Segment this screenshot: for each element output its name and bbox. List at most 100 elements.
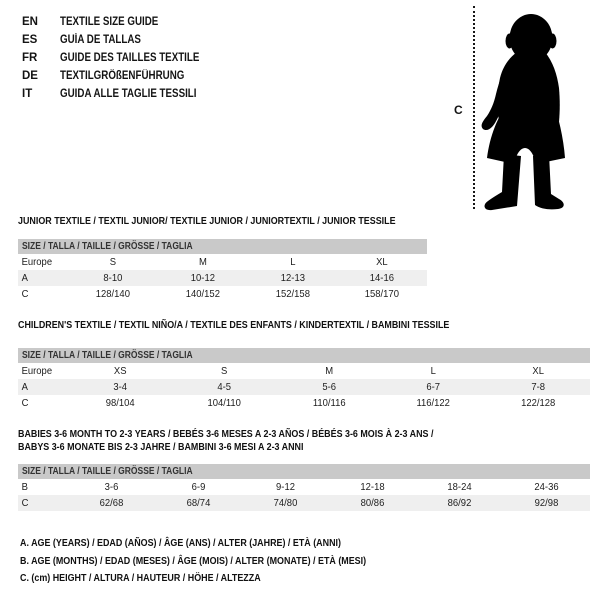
table-row: A 8-10 10-12 12-13 14-16 [18,270,427,286]
section-title-text: BABYS 3-6 MONATE BIS 2-3 JAHRE / BAMBINI… [18,441,304,453]
section-title-line2: BABYS 3-6 MONATE BIS 2-3 JAHRE / BAMBINI… [18,441,590,454]
babies-size-table: SIZE / TALLA / TAILLE / GRÖSSE / TAGLIA … [18,464,590,511]
table-row: C 62/68 68/74 74/80 80/86 86/92 92/98 [18,495,590,511]
table-size-header: SIZE / TALLA / TAILLE / GRÖSSE / TAGLIA [18,348,590,363]
table-row: C 98/104 104/110 110/116 116/122 122/128 [18,395,590,411]
table-size-header-text: SIZE / TALLA / TAILLE / GRÖSSE / TAGLIA [22,241,193,252]
row-label: A [21,381,28,393]
cell-value: 74/80 [273,497,298,509]
cell-value: 116/122 [416,397,451,409]
childrens-size-table: SIZE / TALLA / TAILLE / GRÖSSE / TAGLIA … [18,348,590,411]
language-title: GUIDE DES TAILLES TEXTILE [60,52,200,64]
cell-value: 24-36 [534,481,559,493]
cell-value: S [221,365,228,377]
section-title-text: JUNIOR TEXTILE / TEXTIL JUNIOR/ TEXTILE … [18,215,396,227]
language-code: EN [22,16,38,28]
footnotes: A. AGE (YEARS) / EDAD (AÑOS) / ÂGE (ANS)… [20,535,427,588]
row-label: B [21,481,28,493]
section-title: BABIES 3-6 MONTH TO 2-3 YEARS / BEBÉS 3-… [18,428,590,441]
cell-value: 80/86 [360,497,385,509]
cell-value: 9-12 [276,481,295,493]
language-row: EN TEXTILE SIZE GUIDE [22,13,224,31]
table-row: Europe XS S M L XL [18,363,590,379]
table-row: B 3-6 6-9 9-12 12-18 18-24 24-36 [18,479,590,495]
cell-value: XL [532,365,544,377]
baby-silhouette-icon [481,14,565,211]
cell-value: 128/140 [95,288,130,300]
cell-value: 158/170 [365,288,400,300]
cell-value: XL [376,256,388,268]
language-guide-header: EN TEXTILE SIZE GUIDE ES GUÍA DE TALLAS … [22,13,224,103]
footnote-c: C. (cm) HEIGHT / ALTURA / HAUTEUR / HÖHE… [20,570,427,588]
cell-value: 3-4 [113,381,128,393]
language-row: ES GUÍA DE TALLAS [22,31,224,49]
height-measure-line [473,6,475,209]
language-row: IT GUIDA ALLE TAGLIE TESSILI [22,85,224,103]
table-size-header-text: SIZE / TALLA / TAILLE / GRÖSSE / TAGLIA [22,466,193,477]
cell-value: 7-8 [530,381,545,393]
cell-value: 4-5 [217,381,232,393]
junior-textile-section: JUNIOR TEXTILE / TEXTIL JUNIOR/ TEXTILE … [18,215,427,302]
cell-value: 3-6 [104,481,119,493]
baby-height-figure: C [440,4,598,214]
cell-value: 10-12 [190,272,215,284]
table-size-header: SIZE / TALLA / TAILLE / GRÖSSE / TAGLIA [18,464,590,479]
height-measure-label: C [454,103,463,117]
cell-value: L [289,256,296,268]
footnote-text: B. AGE (MONTHS) / EDAD (MESES) / ÂGE (MO… [20,554,367,567]
cell-value: S [109,256,117,268]
cell-value: 104/110 [207,397,242,409]
cell-value: 86/92 [447,497,472,509]
section-title-text: BABIES 3-6 MONTH TO 2-3 YEARS / BEBÉS 3-… [18,428,434,440]
row-label: A [21,272,28,284]
language-title: GUÍA DE TALLAS [60,34,141,46]
table-rows: Europe S M L XL A 8-10 10-12 12-13 14-16 C 128/140 1… [18,254,427,302]
footnote-a: A. AGE (YEARS) / EDAD (AÑOS) / ÂGE (ANS)… [20,535,427,553]
row-label: C [21,497,29,509]
section-title: JUNIOR TEXTILE / TEXTIL JUNIOR/ TEXTILE … [18,215,427,228]
language-title: TEXTILGRÖßENFÜHRUNG [60,70,185,82]
cell-value: 68/74 [186,497,211,509]
cell-value: 12-18 [360,481,385,493]
cell-value: 14-16 [370,272,395,284]
language-code: DE [22,70,38,82]
row-label: Europe [21,256,53,268]
table-row: Europe S M L XL [18,254,427,270]
cell-value: 8-10 [103,272,123,284]
babies-textile-section: BABIES 3-6 MONTH TO 2-3 YEARS / BEBÉS 3-… [18,428,590,511]
cell-value: 122/128 [520,397,555,409]
language-title: TEXTILE SIZE GUIDE [60,16,159,28]
table-size-header-text: SIZE / TALLA / TAILLE / GRÖSSE / TAGLIA [22,350,193,361]
cell-value: XS [113,365,127,377]
cell-value: 110/116 [312,397,346,409]
table-row: C 128/140 140/152 152/158 158/170 [18,286,427,302]
childrens-textile-section: CHILDREN'S TEXTILE / TEXTIL NIÑO/A / TEX… [18,319,590,411]
cell-value: 140/152 [185,288,220,300]
language-row: FR GUIDE DES TAILLES TEXTILE [22,49,224,67]
table-size-header: SIZE / TALLA / TAILLE / GRÖSSE / TAGLIA [18,239,427,254]
cell-value: 152/158 [275,288,310,300]
cell-value: L [430,365,437,377]
section-title-text: CHILDREN'S TEXTILE / TEXTIL NIÑO/A / TEX… [18,319,450,331]
cell-value: M [198,256,207,268]
table-rows: Europe XS S M L XL A 3-4 4-5 5-6 6-7 7-8 C 98/104 104/… [18,363,590,411]
row-label: C [21,397,29,409]
row-label: Europe [21,365,53,377]
junior-size-table: SIZE / TALLA / TAILLE / GRÖSSE / TAGLIA … [18,239,427,302]
footnote-b: B. AGE (MONTHS) / EDAD (MESES) / ÂGE (MO… [20,553,427,571]
language-code: ES [22,34,38,46]
cell-value: 5-6 [322,381,336,393]
footnote-text: A. AGE (YEARS) / EDAD (AÑOS) / ÂGE (ANS)… [20,537,341,549]
language-code: FR [22,52,38,64]
language-title: GUIDA ALLE TAGLIE TESSILI [60,88,197,100]
cell-value: 62/68 [99,497,124,509]
cell-value: 12-13 [280,272,305,284]
table-rows: B 3-6 6-9 9-12 12-18 18-24 24-36 C 62/68 68/74 74/… [18,479,590,511]
language-row: DE TEXTILGRÖßENFÜHRUNG [22,67,224,85]
cell-value: 6-9 [191,481,206,493]
language-code: IT [22,88,33,100]
cell-value: M [325,365,333,377]
section-title: CHILDREN'S TEXTILE / TEXTIL NIÑO/A / TEX… [18,319,590,332]
cell-value: 98/104 [105,397,135,409]
